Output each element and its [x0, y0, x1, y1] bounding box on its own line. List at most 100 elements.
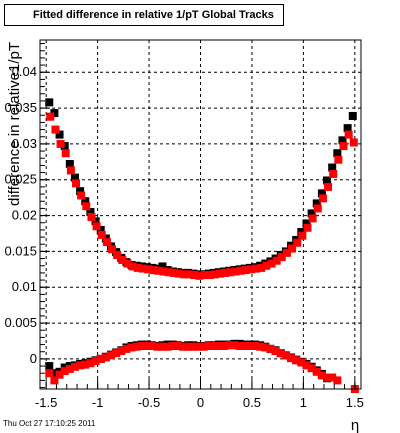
red-data-marker	[328, 373, 337, 382]
red-data-marker	[112, 349, 121, 358]
red-data-marker	[102, 238, 111, 247]
red-data-marker	[257, 263, 266, 272]
red-data-marker	[216, 269, 225, 278]
red-data-marker	[76, 361, 85, 370]
y-tick-label: 0.005	[4, 315, 37, 330]
red-data-marker	[220, 342, 229, 351]
black-data-marker	[96, 225, 105, 234]
red-data-marker	[66, 166, 75, 175]
black-data-marker	[70, 173, 79, 182]
red-data-marker	[344, 130, 353, 139]
red-data-marker	[313, 204, 322, 213]
red-data-marker	[281, 351, 290, 360]
red-data-marker	[144, 265, 153, 274]
black-data-marker	[338, 136, 347, 145]
red-data-marker	[138, 264, 147, 273]
black-data-marker	[333, 149, 342, 158]
red-data-marker	[113, 250, 122, 259]
red-data-marker	[240, 342, 249, 351]
red-data-marker	[61, 149, 70, 158]
red-data-marker	[318, 194, 327, 203]
red-data-marker	[307, 364, 316, 373]
black-data-marker	[302, 219, 311, 228]
red-data-marker	[293, 238, 302, 247]
black-data-marker	[158, 262, 167, 271]
red-data-marker	[60, 367, 69, 376]
red-data-marker	[292, 356, 301, 365]
black-data-marker	[65, 159, 74, 168]
red-data-marker	[231, 267, 240, 276]
red-data-marker	[245, 342, 254, 351]
timestamp-label: Thu Oct 27 17:10:25 2011	[3, 419, 96, 428]
red-data-marker	[101, 353, 110, 362]
y-tick-label: 0.03	[12, 136, 37, 151]
red-data-marker	[215, 342, 224, 351]
red-data-marker	[256, 342, 265, 351]
red-data-marker	[334, 155, 343, 164]
red-data-marker	[148, 342, 157, 351]
x-tick-label: -1.5	[35, 395, 57, 410]
red-data-marker	[297, 358, 306, 367]
red-data-marker	[317, 371, 326, 380]
red-data-marker	[108, 245, 117, 254]
red-data-marker	[92, 222, 101, 231]
red-data-marker	[55, 370, 64, 379]
red-data-marker	[267, 259, 276, 268]
red-data-marker	[277, 253, 286, 262]
red-data-marker	[333, 376, 342, 385]
red-data-marker	[149, 266, 158, 275]
red-data-marker	[159, 267, 168, 276]
red-data-marker	[324, 182, 333, 191]
red-data-marker	[137, 342, 146, 351]
red-data-marker	[45, 369, 54, 378]
red-data-marker	[271, 347, 280, 356]
black-data-marker	[50, 369, 59, 378]
red-data-marker	[82, 202, 91, 211]
red-data-marker	[106, 351, 115, 360]
red-data-marker	[128, 262, 137, 271]
x-tick-label: 1	[300, 395, 307, 410]
red-data-marker	[329, 170, 338, 179]
black-data-marker	[307, 209, 316, 218]
black-data-marker	[323, 176, 332, 185]
red-data-marker	[298, 231, 307, 240]
black-data-marker	[81, 197, 90, 206]
red-data-marker	[46, 112, 55, 121]
red-data-marker	[154, 266, 163, 275]
red-data-marker	[195, 271, 204, 280]
tick-layer	[40, 43, 356, 389]
red-data-marker	[210, 270, 219, 279]
red-data-marker	[56, 139, 65, 148]
red-data-marker	[143, 342, 151, 351]
red-data-marker	[241, 266, 250, 275]
red-data-marker	[168, 342, 177, 351]
red-data-marker	[86, 359, 95, 368]
red-data-marker	[97, 230, 106, 239]
red-data-marker	[235, 342, 244, 351]
red-data-marker	[50, 376, 59, 385]
y-tick-label: 0	[30, 351, 37, 366]
red-data-marker	[251, 342, 260, 351]
red-data-marker	[189, 342, 198, 351]
red-data-marker	[194, 342, 203, 351]
red-data-marker	[96, 354, 105, 363]
red-data-marker	[164, 268, 173, 277]
y-tick-label: 0.025	[4, 172, 37, 187]
red-data-marker	[122, 344, 131, 353]
red-data-marker	[51, 125, 60, 134]
x-axis-title: η	[351, 417, 359, 433]
red-data-marker	[123, 259, 132, 268]
black-data-marker	[348, 111, 357, 120]
red-data-marker	[72, 179, 81, 188]
red-data-marker	[65, 364, 74, 373]
y-axis-title: difference in relative1/pT	[6, 42, 23, 206]
red-data-marker	[185, 270, 194, 279]
black-data-marker	[76, 187, 85, 196]
red-data-marker	[117, 347, 126, 356]
red-data-marker	[132, 342, 141, 351]
y-tick-label: 0.035	[4, 100, 37, 115]
red-data-marker	[339, 142, 348, 151]
red-data-marker	[91, 357, 100, 366]
